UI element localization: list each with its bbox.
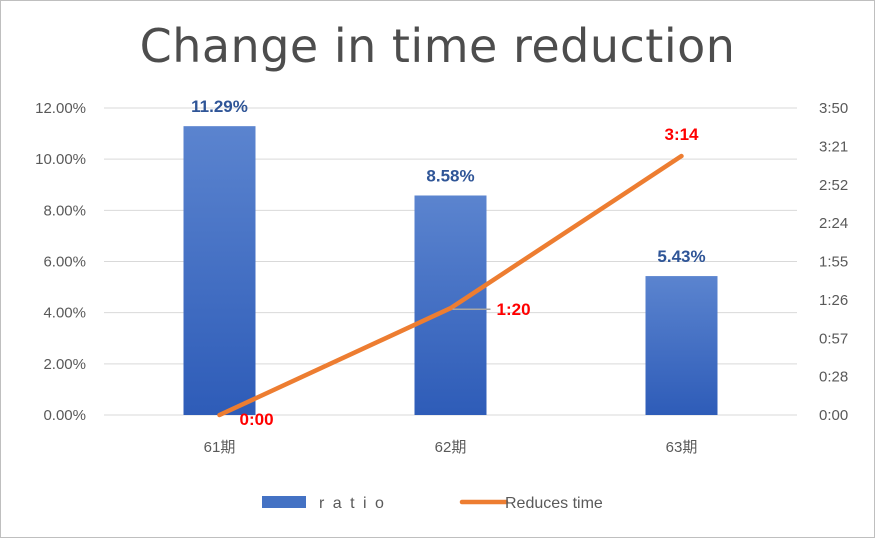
- category-label: 61期: [204, 439, 236, 456]
- category-label: 62期: [435, 439, 467, 456]
- right-axis-tick-label: 2:24: [819, 215, 848, 232]
- left-axis-tick-label: 10.00%: [35, 151, 86, 168]
- axes: 0.00% 2.00% 4.00% 6.00% 8.00% 10.00% 12.00% 0:0…: [35, 100, 848, 456]
- left-axis-tick-label: 2.00%: [43, 356, 86, 373]
- bars: [183, 126, 718, 415]
- right-axis-tick-label: 3:21: [819, 138, 848, 155]
- left-axis-tick-label: 8.00%: [43, 202, 86, 219]
- right-axis-tick-label: 1:55: [819, 254, 848, 271]
- right-axis-tick-label: 0:57: [819, 330, 848, 347]
- right-axis-tick-label: 2:52: [819, 177, 848, 194]
- legend: r a t i o Reduces time: [262, 495, 603, 512]
- data-labels: 11.29% 8.58% 5.43% 0:00 1:20 3:14: [191, 97, 705, 429]
- bar-data-label: 5.43%: [657, 247, 705, 266]
- bar: [414, 195, 487, 415]
- line-data-label: 1:20: [497, 300, 531, 319]
- line-reduces-time: [217, 153, 684, 418]
- bar: [183, 126, 256, 415]
- left-axis-tick-label: 6.00%: [43, 254, 86, 271]
- left-axis-tick-label: 0.00%: [43, 407, 86, 424]
- chart-title: Change in time reduction: [139, 19, 736, 73]
- line-data-label: 3:14: [664, 125, 699, 144]
- right-axis-tick-label: 0:00: [819, 407, 848, 424]
- right-axis-tick-label: 1:26: [819, 292, 848, 309]
- line-data-label: 0:00: [240, 410, 274, 429]
- right-axis-tick-label: 3:50: [819, 100, 848, 117]
- bar-data-label: 8.58%: [426, 166, 474, 185]
- right-axis-tick-label: 0:28: [819, 369, 848, 386]
- legend-label-ratio: r a t i o: [319, 495, 386, 512]
- bar: [645, 276, 718, 415]
- left-axis-tick-label: 4.00%: [43, 305, 86, 322]
- category-label: 63期: [666, 439, 698, 456]
- left-axis-tick-label: 12.00%: [35, 100, 86, 117]
- line-series: [217, 153, 684, 418]
- legend-label-reduces-time: Reduces time: [505, 495, 603, 512]
- bar-data-label: 11.29%: [191, 97, 248, 116]
- legend-swatch-ratio: [262, 496, 306, 508]
